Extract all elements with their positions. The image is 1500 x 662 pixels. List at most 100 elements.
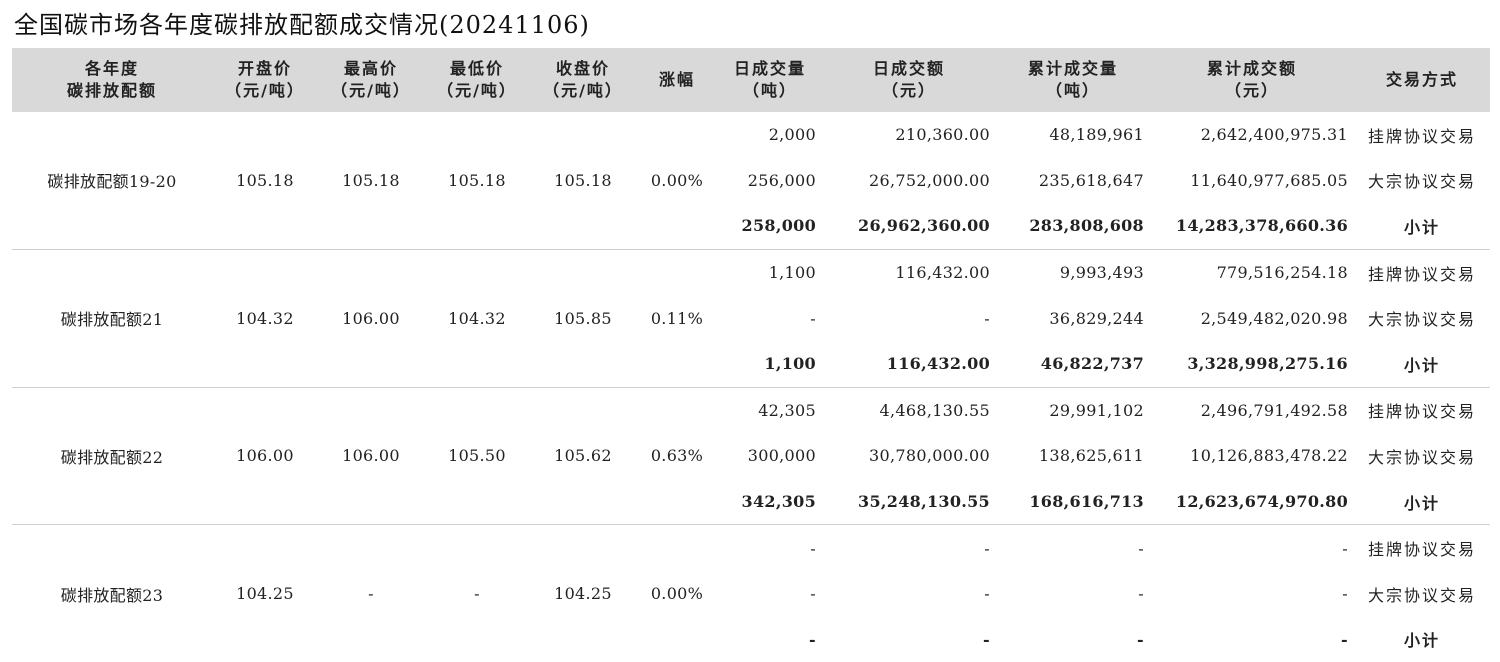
trade-method: 挂牌协议交易 (1367, 540, 1476, 560)
cumulative-amount: 2,549,482,020.98 (1200, 308, 1348, 328)
allowance-name: 碳排放配额22 (12, 387, 212, 526)
price-change: 0.63% (636, 387, 718, 526)
header-daily-volume: 日成交量 （吨） (718, 48, 822, 112)
daily-volume: 342,305 (718, 478, 822, 526)
cumulative-volume: 138,625,611 (1038, 446, 1144, 466)
daily-volume: 300,000 (747, 446, 816, 466)
daily-amount: - (983, 629, 990, 649)
daily-amount: - (984, 538, 990, 558)
close-price: 105.18 (530, 112, 636, 250)
low-price: - (474, 584, 480, 604)
trade-method: 大宗协议交易 (1367, 447, 1476, 467)
cumulative-volume: 9,993,493 (1059, 263, 1144, 283)
table-row: 碳排放配额23 104.25 - - 104.25 0.00% - - - - … (12, 525, 1490, 605)
allowance-name: 碳排放配额21 (12, 249, 212, 388)
subtotal-row: - - - - 小计 (12, 617, 1490, 662)
close-price: 105.62 (530, 387, 636, 526)
low-price: 105.18 (424, 112, 530, 250)
header-change: 涨幅 (636, 48, 718, 112)
subtotal-row: 342,305 35,248,130.55 168,616,713 12,623… (12, 478, 1490, 526)
price-change: 0.11% (636, 249, 718, 388)
cumulative-amount: 11,640,977,685.05 (1190, 170, 1348, 190)
trade-method: 小计 (1403, 631, 1440, 651)
close-price: 104.25 (554, 584, 612, 604)
cumulative-volume: - (1138, 538, 1144, 558)
cumulative-volume: - (1137, 629, 1144, 649)
header-high-price: 最高价 （元/吨） (318, 48, 424, 112)
header-cumulative-amount: 累计成交额 （元） (1150, 48, 1354, 112)
daily-volume: - (810, 308, 816, 328)
high-price: 105.18 (318, 112, 424, 250)
trade-method: 挂牌协议交易 (1367, 126, 1476, 146)
subtotal-row: 1,100 116,432.00 46,822,737 3,328,998,27… (12, 340, 1490, 388)
trade-method: 大宗协议交易 (1367, 310, 1476, 330)
table-row: 碳排放配额19-20 105.18 105.18 105.18 105.18 0… (12, 112, 1490, 250)
cumulative-amount: - (1342, 538, 1348, 558)
close-price: 105.85 (530, 249, 636, 388)
cumulative-amount: 2,496,791,492.58 (1200, 400, 1348, 420)
daily-amount: - (984, 584, 990, 604)
trade-method: 小计 (1354, 478, 1490, 526)
trade-method: 小计 (1354, 340, 1490, 388)
cumulative-volume: - (1138, 584, 1144, 604)
header-cumulative-volume: 累计成交量 （吨） (996, 48, 1150, 112)
daily-amount: 26,752,000.00 (869, 170, 990, 190)
header-daily-amount: 日成交额 （元） (822, 48, 996, 112)
cumulative-amount: 14,283,378,660.36 (1150, 203, 1354, 250)
cumulative-amount: 12,623,674,970.80 (1150, 478, 1354, 526)
carbon-trading-table: 各年度 碳排放配额 开盘价 （元/吨） 最高价 （元/吨） 最低价 （元/吨） 收盘价（… (12, 48, 1490, 662)
daily-amount: 116,432.00 (822, 340, 996, 388)
open-price: 104.25 (236, 584, 294, 604)
table-row: 碳排放配额21 104.32 106.00 104.32 105.85 0.11… (12, 249, 1490, 388)
cumulative-amount: 3,328,998,275.16 (1150, 340, 1354, 388)
open-price: 106.00 (212, 387, 318, 526)
header-open-price: 开盘价 （元/吨） (212, 48, 318, 112)
header-allowance-year: 各年度 碳排放配额 (12, 48, 212, 112)
high-price: - (368, 584, 374, 604)
cumulative-amount: - (1341, 629, 1348, 649)
cumulative-volume: 235,618,647 (1038, 170, 1144, 190)
table-body: 碳排放配额19-20 105.18 105.18 105.18 105.18 0… (12, 112, 1490, 662)
trade-method: 大宗协议交易 (1367, 172, 1476, 192)
trade-method: 小计 (1354, 203, 1490, 250)
daily-volume: - (810, 538, 816, 558)
open-price: 104.32 (212, 249, 318, 388)
subtotal-row: 258,000 26,962,360.00 283,808,608 14,283… (12, 203, 1490, 250)
table-header: 各年度 碳排放配额 开盘价 （元/吨） 最高价 （元/吨） 最低价 （元/吨） 收盘价（… (12, 48, 1490, 112)
cumulative-amount: - (1342, 584, 1348, 604)
table-row: 碳排放配额22 106.00 106.00 105.50 105.62 0.63… (12, 387, 1490, 526)
header-low-price: 最低价 （元/吨） (424, 48, 530, 112)
price-change: 0.00% (650, 584, 704, 604)
low-price: 105.50 (424, 387, 530, 526)
price-change: 0.00% (636, 112, 718, 250)
daily-volume: 42,305 (758, 400, 816, 420)
header-close-price: 收盘价 （元/吨） (530, 48, 636, 112)
high-price: 106.00 (318, 387, 424, 526)
table-row: - - - - 大宗协议交易 (12, 571, 1490, 617)
daily-volume: 256,000 (747, 170, 816, 190)
daily-volume: - (810, 584, 816, 604)
daily-amount: 35,248,130.55 (822, 478, 996, 526)
daily-amount: 116,432.00 (895, 263, 990, 283)
low-price: 104.32 (424, 249, 530, 388)
trade-method: 挂牌协议交易 (1367, 264, 1476, 284)
cumulative-volume: 29,991,102 (1049, 400, 1144, 420)
table-row: 300,000 30,780,000.00 138,625,611 10,126… (12, 433, 1490, 479)
cumulative-amount: 779,516,254.18 (1216, 263, 1348, 283)
table-row: 256,000 26,752,000.00 235,618,647 11,640… (12, 158, 1490, 204)
cumulative-amount: 10,126,883,478.22 (1190, 446, 1348, 466)
daily-volume: 258,000 (718, 203, 822, 250)
allowance-name: 碳排放配额23 (60, 585, 164, 605)
cumulative-volume: 36,829,244 (1049, 308, 1144, 328)
daily-volume: - (809, 629, 816, 649)
cumulative-volume: 168,616,713 (996, 478, 1150, 526)
daily-amount: 210,360.00 (895, 125, 990, 145)
daily-volume: 1,100 (768, 263, 816, 283)
table-row: - - 36,829,244 2,549,482,020.98 大宗协议交易 (12, 295, 1490, 341)
allowance-name: 碳排放配额19-20 (12, 112, 212, 250)
daily-amount: 26,962,360.00 (822, 203, 996, 250)
daily-volume: 1,100 (718, 340, 822, 388)
page-title: 全国碳市场各年度碳排放配额成交情况(20241106) (14, 11, 590, 39)
daily-volume: 2,000 (768, 125, 816, 145)
cumulative-volume: 46,822,737 (996, 340, 1150, 388)
